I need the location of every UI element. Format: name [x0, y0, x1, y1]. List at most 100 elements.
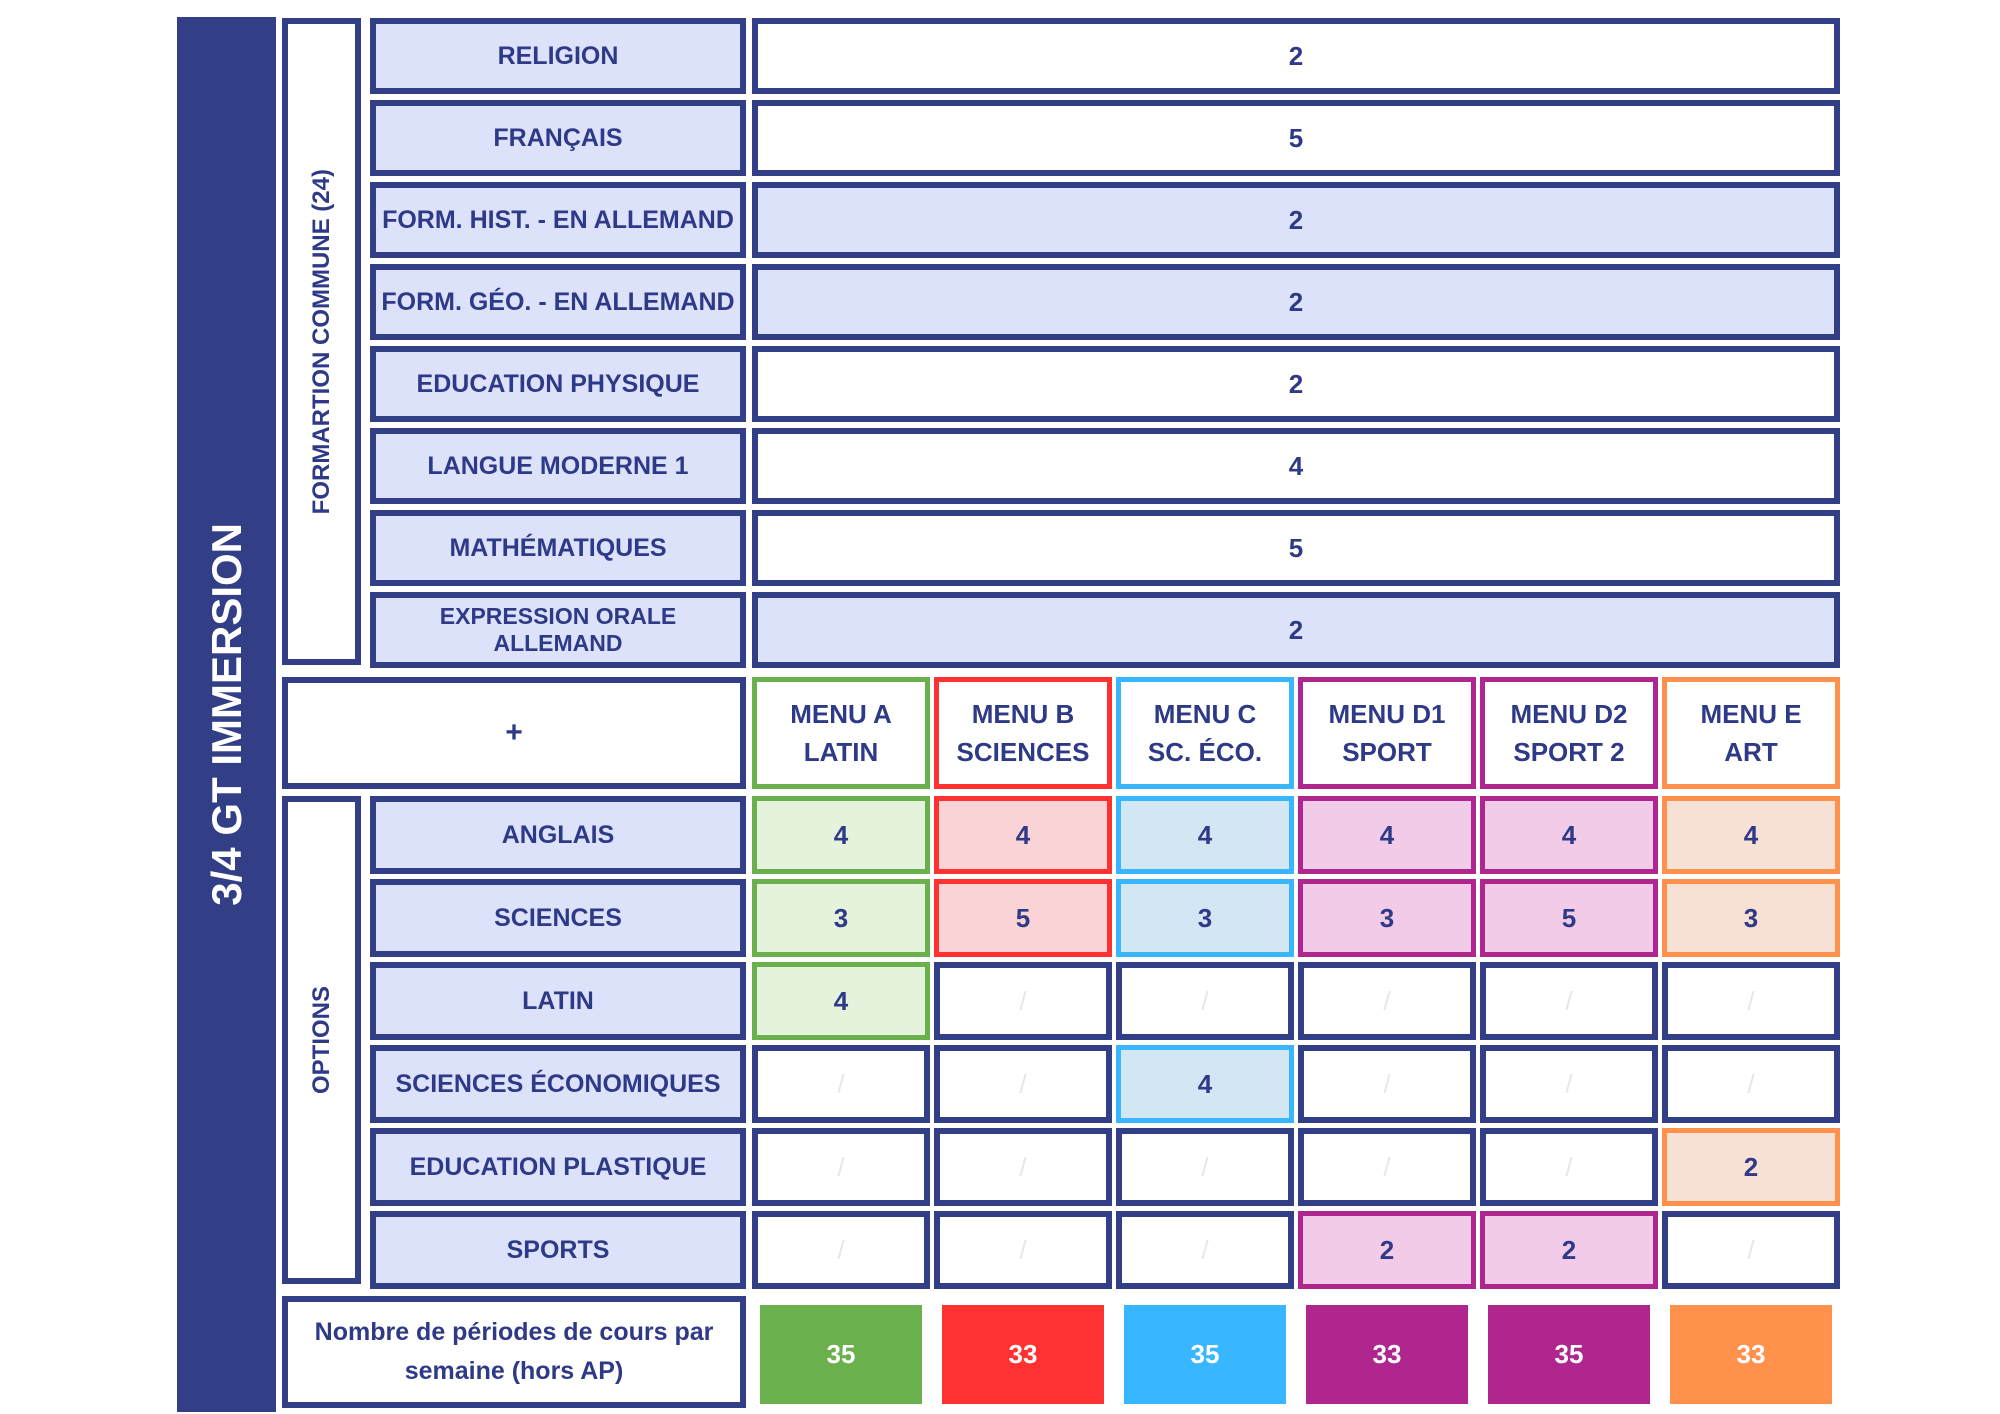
menu-header-line2: SC. ÉCO. [1147, 737, 1263, 767]
fc-hours-cell: 5 [752, 100, 1840, 176]
option-empty-slash: / [1201, 1151, 1209, 1182]
fc-subject-cell: FORM. GÉO. - EN ALLEMAND [370, 264, 746, 340]
total-value: 33 [1736, 1339, 1766, 1369]
fc-subject-cell-text: FORM. HIST. - EN ALLEMAND [382, 205, 734, 234]
page-title: 3/4 GT IMMERSION [202, 523, 250, 906]
totals-label: Nombre de périodes de cours par semaine … [314, 1318, 714, 1385]
option-value-cell: 4 [1116, 1045, 1294, 1123]
total-value: 33 [1372, 1339, 1402, 1369]
fc-subject-cell: RELIGION [370, 18, 746, 94]
total-value: 35 [1190, 1339, 1220, 1369]
fc-hours-cell-text: 2 [1288, 286, 1304, 317]
option-value: 4 [1379, 819, 1395, 850]
option-subject-cell: SPORTS [370, 1211, 746, 1289]
fc-hours-cell: 2 [752, 182, 1840, 258]
option-subject-cell: ANGLAIS [370, 796, 746, 874]
option-subject-cell-text: LATIN [522, 986, 594, 1015]
menu-header-line1: MENU B [971, 699, 1075, 729]
fc-subject-cell-text: FRANÇAIS [493, 123, 623, 152]
formation-commune-label-box: FORMARTION COMMUNE (24) [282, 18, 361, 665]
option-empty-slash: / [1201, 985, 1209, 1016]
fc-hours-cell-text: 2 [1288, 204, 1304, 235]
fc-subject-cell-text: MATHÉMATIQUES [449, 533, 667, 562]
fc-hours-cell-text: 5 [1288, 122, 1304, 153]
option-value-cell: / [1298, 962, 1476, 1040]
option-subject-cell: EDUCATION PLASTIQUE [370, 1128, 746, 1206]
option-value: 4 [1197, 1068, 1213, 1099]
option-value-cell: / [1480, 962, 1658, 1040]
total-cell-4: 33 [1306, 1305, 1468, 1404]
option-value-cell: / [752, 1045, 930, 1123]
option-empty-slash: / [1019, 1068, 1027, 1099]
option-value: 3 [1379, 902, 1395, 933]
option-empty-slash: / [1019, 1151, 1027, 1182]
total-cell-2: 33 [942, 1305, 1104, 1404]
option-value-cell: / [752, 1128, 930, 1206]
option-value-cell: 3 [1116, 879, 1294, 957]
menu-header-line2: SCIENCES [956, 737, 1090, 767]
fc-subject-cell: MATHÉMATIQUES [370, 510, 746, 586]
option-value-cell: 3 [1298, 879, 1476, 957]
option-value: 2 [1561, 1234, 1577, 1265]
total-value: 35 [826, 1339, 856, 1369]
menu-header-5: MENU D2 SPORT 2 [1480, 677, 1658, 789]
option-empty-slash: / [837, 1151, 845, 1182]
option-subject-cell: SCIENCES ÉCONOMIQUES [370, 1045, 746, 1123]
fc-hours-cell-text: 5 [1288, 532, 1304, 563]
menu-header-line2: SPORT 2 [1513, 737, 1625, 767]
option-value: 2 [1379, 1234, 1395, 1265]
option-value-cell: / [934, 1211, 1112, 1289]
fc-hours-cell: 5 [752, 510, 1840, 586]
option-value-cell: / [1298, 1128, 1476, 1206]
fc-subject-cell: EXPRESSION ORALE ALLEMAND [370, 592, 746, 668]
fc-hours-cell: 4 [752, 428, 1840, 504]
options-label-box: OPTIONS [282, 796, 361, 1284]
menu-header-line1: MENU C [1153, 699, 1257, 729]
option-value-cell: 4 [752, 796, 930, 874]
option-value-cell: 3 [752, 879, 930, 957]
option-value-cell: / [1116, 962, 1294, 1040]
option-empty-slash: / [837, 1068, 845, 1099]
option-subject-cell-text: SPORTS [506, 1235, 610, 1264]
fc-hours-cell: 2 [752, 18, 1840, 94]
option-value: 5 [1015, 902, 1031, 933]
option-subject-cell: SCIENCES [370, 879, 746, 957]
option-value: 4 [1561, 819, 1577, 850]
option-value-cell: / [934, 1128, 1112, 1206]
option-value-cell: 4 [1116, 796, 1294, 874]
formation-commune-label: FORMARTION COMMUNE (24) [307, 168, 335, 515]
option-subject-cell: LATIN [370, 962, 746, 1040]
fc-hours-cell: 2 [752, 346, 1840, 422]
fc-subject-cell: LANGUE MODERNE 1 [370, 428, 746, 504]
option-value-cell: 4 [1298, 796, 1476, 874]
option-value: 4 [1197, 819, 1213, 850]
option-empty-slash: / [1383, 1151, 1391, 1182]
option-value-cell: 5 [934, 879, 1112, 957]
option-value-cell: 2 [1662, 1128, 1840, 1206]
option-value-cell: 3 [1662, 879, 1840, 957]
total-cell-5: 35 [1488, 1305, 1650, 1404]
menu-header-1: MENU A LATIN [752, 677, 930, 789]
option-value: 4 [1015, 819, 1031, 850]
option-value-cell: 4 [1662, 796, 1840, 874]
plus-box: + [282, 677, 746, 789]
total-value: 33 [1008, 1339, 1038, 1369]
option-empty-slash: / [1383, 1068, 1391, 1099]
menu-header-line1: MENU D2 [1510, 699, 1628, 729]
menu-header-line2: SPORT [1342, 737, 1432, 767]
option-empty-slash: / [1019, 985, 1027, 1016]
option-value-cell: / [934, 1045, 1112, 1123]
plus-label: + [505, 716, 523, 749]
option-empty-slash: / [837, 1234, 845, 1265]
option-subject-cell-text: EDUCATION PLASTIQUE [409, 1152, 707, 1181]
option-empty-slash: / [1747, 1068, 1755, 1099]
option-value: 4 [1743, 819, 1759, 850]
fc-hours-cell: 2 [752, 592, 1840, 668]
total-cell-6: 33 [1670, 1305, 1832, 1404]
menu-header-line1: MENU D1 [1328, 699, 1446, 729]
option-value-cell: / [1480, 1128, 1658, 1206]
total-cell-3: 35 [1124, 1305, 1286, 1404]
option-value: 4 [833, 819, 849, 850]
option-value-cell: / [752, 1211, 930, 1289]
fc-subject-cell: FORM. HIST. - EN ALLEMAND [370, 182, 746, 258]
